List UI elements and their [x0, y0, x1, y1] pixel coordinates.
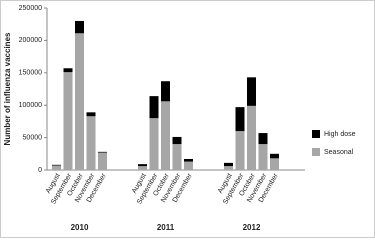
- bar-segment: [138, 166, 147, 170]
- bar-segment: [184, 161, 193, 170]
- bar-segment: [52, 164, 61, 166]
- legend-label: High dose: [324, 131, 356, 138]
- legend-swatch: [312, 148, 320, 156]
- bar-segment: [172, 136, 182, 145]
- y-tick-label: 0: [38, 167, 42, 174]
- bar-segment: [172, 144, 182, 170]
- bar-segment: [63, 72, 73, 170]
- y-axis-label: Number of influenza vaccines: [3, 32, 12, 145]
- bar-segment: [224, 162, 233, 167]
- group-label: 2011: [157, 223, 175, 232]
- bar-segment: [258, 133, 268, 145]
- bar-segment: [149, 96, 159, 119]
- bar-segment: [161, 101, 170, 170]
- bar-segment: [161, 81, 170, 102]
- bar-segment: [247, 77, 256, 106]
- bar-segment: [149, 118, 159, 170]
- y-tick-label: 200000: [19, 37, 42, 44]
- legend-label: Seasonal: [324, 149, 354, 156]
- bar-segment: [52, 165, 61, 170]
- bar-segment: [86, 112, 96, 117]
- bar-segment: [270, 153, 279, 159]
- group-label: 2012: [243, 223, 261, 232]
- y-tick-label: 150000: [19, 70, 42, 77]
- bar-segment: [235, 131, 245, 170]
- bar-segment: [75, 33, 84, 170]
- bar-segment: [184, 158, 193, 162]
- bar-segment: [138, 164, 147, 167]
- y-tick-label: 50000: [23, 134, 43, 141]
- bar-segment: [63, 68, 73, 73]
- legend-swatch: [312, 130, 320, 138]
- bar-segment: [98, 151, 107, 153]
- bar-segment: [235, 107, 245, 132]
- bar-segment: [224, 166, 233, 170]
- bar-segment: [247, 105, 256, 170]
- y-tick-label: 100000: [19, 102, 42, 109]
- bar-segment: [270, 158, 279, 170]
- bar-segment: [86, 116, 96, 170]
- group-label: 2010: [71, 223, 89, 232]
- bar-segment: [98, 152, 107, 170]
- bar-segment: [258, 144, 268, 170]
- bar-segment: [75, 20, 84, 34]
- y-tick-label: 250000: [19, 5, 42, 12]
